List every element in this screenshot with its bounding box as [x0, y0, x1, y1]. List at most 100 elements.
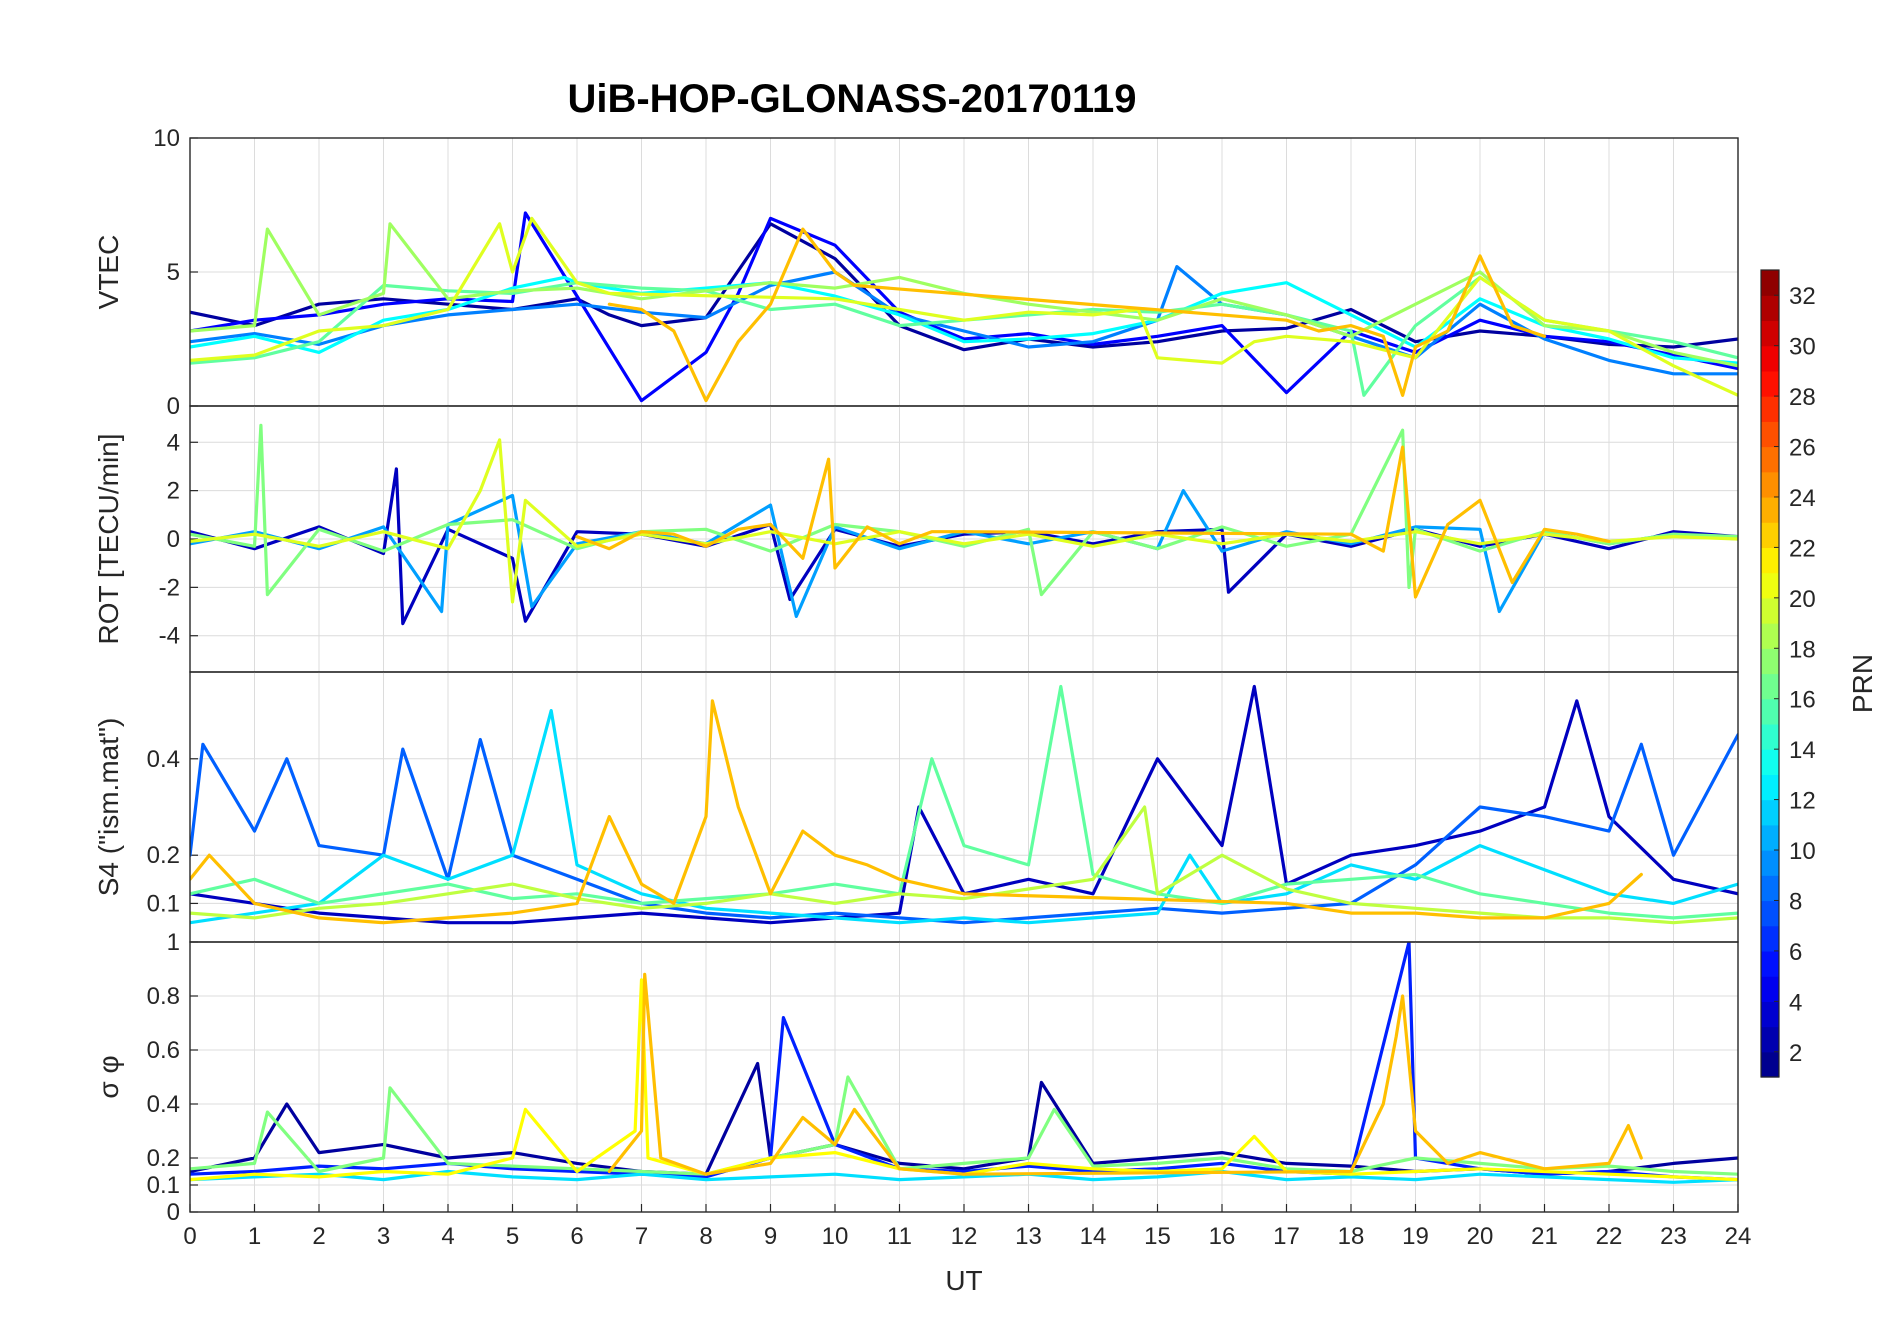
colorbar-bin	[1761, 496, 1779, 523]
colorbar-tick-label: 24	[1789, 485, 1816, 512]
colorbar-bin	[1761, 925, 1779, 952]
series-line-prn-23	[607, 227, 1547, 403]
x-tick-label: 4	[441, 1223, 454, 1250]
colorbar-tick-label: 18	[1789, 636, 1816, 663]
colorbar-bin	[1761, 673, 1779, 700]
colorbar-bin	[1761, 698, 1779, 725]
x-tick-label: 19	[1402, 1223, 1429, 1250]
x-axis-label: UT	[945, 1265, 982, 1296]
x-tick-label: 23	[1660, 1223, 1687, 1250]
panel-rot: -4 -2 0 2 4 ROT [TECU/min]	[93, 405, 1739, 673]
colorbar-tick-label: 4	[1789, 989, 1802, 1016]
series-line-prn-23	[575, 445, 1611, 599]
chart-title: UiB-HOP-GLONASS-20170119	[567, 77, 1136, 121]
y-tick-label: 0.8	[147, 983, 180, 1010]
y-tick-label: -2	[159, 574, 180, 601]
series-line-prn-18	[190, 222, 1738, 368]
x-tick-label: 22	[1596, 1223, 1623, 1250]
colorbar-tick-label: 14	[1789, 737, 1816, 764]
series-line-prn-20	[190, 438, 1738, 604]
y-tick-label: 5	[167, 259, 180, 286]
x-tick-label: 10	[822, 1223, 849, 1250]
series-line-prn-8	[190, 733, 1738, 925]
panel-sigma_phi: 00.10.2 0.4 0.6 0.8 1 σ φ	[93, 929, 1739, 1226]
x-tick-label: 20	[1467, 1223, 1494, 1250]
series-group	[190, 942, 1738, 1184]
colorbar-bin	[1761, 875, 1779, 902]
series-line-prn-12	[190, 708, 1738, 925]
y-axis-label: ROT [TECU/min]	[93, 433, 124, 644]
colorbar-tick-label: 32	[1789, 283, 1816, 310]
y-tick-label: 1	[167, 929, 180, 956]
x-tick-label: 17	[1273, 1223, 1300, 1250]
colorbar-bin	[1761, 370, 1779, 397]
y-axis-label: σ φ	[93, 1055, 124, 1098]
colorbar-tick-label: 2	[1789, 1040, 1802, 1067]
colorbar-bin	[1761, 824, 1779, 851]
x-tick-label: 24	[1725, 1223, 1752, 1250]
colorbar-bin	[1761, 723, 1779, 750]
colorbar-bin	[1761, 270, 1779, 296]
colorbar-bin	[1761, 572, 1779, 599]
x-tick-label: 21	[1531, 1223, 1558, 1250]
x-tick-label: 14	[1080, 1223, 1107, 1250]
x-tick-label: 18	[1338, 1223, 1365, 1250]
colorbar-bin	[1761, 522, 1779, 549]
colorbar-bin	[1761, 976, 1779, 1002]
series-line-prn-13	[190, 275, 1738, 365]
colorbar-bin	[1761, 1051, 1779, 1078]
x-tick-label: 16	[1209, 1223, 1236, 1250]
colorbar-bin	[1761, 320, 1779, 347]
colorbar-bin	[1761, 900, 1779, 927]
colorbar-tick-label: 28	[1789, 384, 1816, 411]
colorbar-bin	[1761, 648, 1779, 675]
x-tick-label: 11	[887, 1223, 912, 1250]
x-tick-label: 0	[183, 1223, 196, 1250]
colorbar-frame	[1760, 269, 1780, 1078]
colorbar-bin	[1761, 295, 1779, 322]
series-line-prn-16	[190, 684, 1738, 920]
x-tick-label: 9	[764, 1223, 777, 1250]
x-tick-label: 1	[248, 1223, 261, 1250]
x-tick-label: 3	[377, 1223, 390, 1250]
x-tick-label: 8	[699, 1223, 712, 1250]
colorbar-bin	[1761, 1001, 1779, 1028]
panel-s4: 0.1 0.2 0.4 S4 ("ism.mat")	[93, 671, 1739, 943]
colorbar-tick-label: 16	[1789, 687, 1816, 714]
y-axis-label: S4 ("ism.mat")	[93, 718, 124, 897]
series-line-prn-12	[190, 1169, 1738, 1184]
series-line-prn-23	[607, 972, 1643, 1176]
series-group	[190, 423, 1738, 626]
x-tick-label: 13	[1015, 1223, 1042, 1250]
colorbar-tick-label: 12	[1789, 788, 1816, 815]
x-axis: 0 1 2 3 4 5 6 7 8 9 10 11 12 13 14 15 16 17 18 19 20 21 22 23 24	[183, 1204, 1751, 1250]
y-tick-label: 0.4	[147, 1091, 180, 1118]
x-tick-label: 2	[312, 1223, 325, 1250]
y-tick-label: 0.4	[147, 746, 180, 773]
x-tick-label: 7	[635, 1223, 648, 1250]
y-tick-label: 0.2	[147, 842, 180, 869]
colorbar-tick-label: 8	[1789, 888, 1802, 915]
panel-vtec: 0 5 10 VTEC	[93, 125, 1739, 420]
colorbar-bin	[1761, 345, 1779, 372]
series-line-prn-3	[190, 684, 1738, 925]
colorbar-tick-label: 30	[1789, 334, 1816, 361]
y-tick-label: 0.1	[147, 1172, 180, 1199]
series-group	[190, 211, 1738, 403]
y-tick-label: 10	[153, 125, 180, 152]
colorbar-bin	[1761, 950, 1779, 977]
x-tick-label: 6	[570, 1223, 583, 1250]
colorbar-bin	[1761, 597, 1779, 624]
colorbar-bin	[1761, 799, 1779, 826]
y-tick-label: 0	[167, 526, 180, 553]
colorbar-tick-label: 10	[1789, 838, 1816, 865]
colorbar-bin	[1761, 1026, 1779, 1053]
colorbar-bin	[1761, 774, 1779, 801]
colorbar-bin	[1761, 749, 1779, 775]
series-group	[190, 684, 1738, 925]
series-line-prn-23	[190, 699, 1643, 925]
colorbar-tick-label: 22	[1789, 535, 1816, 562]
colorbar-bin	[1761, 421, 1779, 448]
x-tick-label: 12	[951, 1223, 978, 1250]
